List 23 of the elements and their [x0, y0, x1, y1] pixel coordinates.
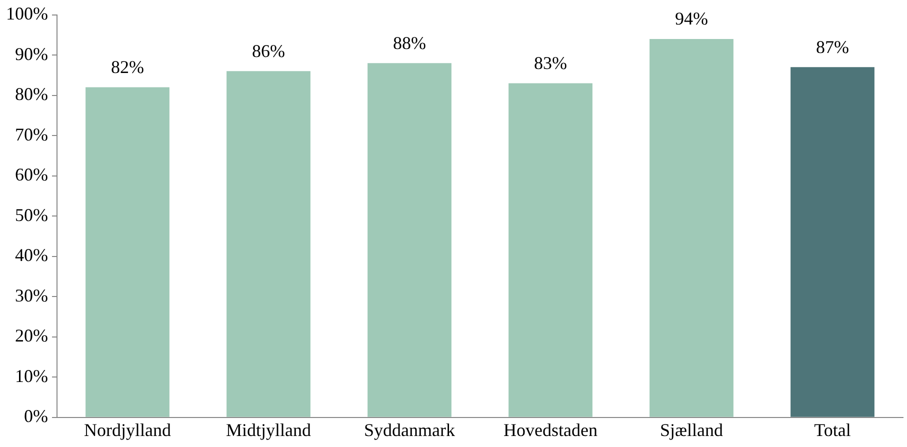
x-tick-label: Hovedstaden — [504, 420, 598, 440]
x-tick-label: Sjælland — [660, 420, 724, 440]
y-tick-label: 50% — [14, 204, 48, 225]
data-label: 88% — [392, 32, 426, 53]
data-label: 82% — [110, 57, 144, 77]
x-tick-label: Midtjylland — [226, 420, 311, 440]
y-tick-label: 40% — [14, 245, 48, 266]
y-tick-label: 90% — [14, 44, 48, 64]
data-label: 87% — [816, 36, 849, 57]
y-tick-label: 100% — [6, 4, 48, 24]
y-tick-label: 70% — [14, 124, 48, 144]
x-tick-label: Syddanmark — [364, 420, 455, 440]
x-tick-label: Nordjylland — [84, 420, 171, 440]
data-label: 83% — [534, 52, 567, 73]
y-tick-label: 30% — [14, 285, 48, 306]
y-tick-label: 80% — [14, 84, 48, 104]
y-tick-label: 0% — [24, 406, 48, 426]
data-label: 86% — [252, 40, 285, 61]
y-tick-label: 10% — [14, 366, 48, 386]
y-tick-label: 20% — [14, 326, 48, 346]
x-tick-label: Total — [814, 420, 851, 440]
data-label: 94% — [675, 8, 708, 29]
y-tick-label: 60% — [14, 164, 48, 185]
